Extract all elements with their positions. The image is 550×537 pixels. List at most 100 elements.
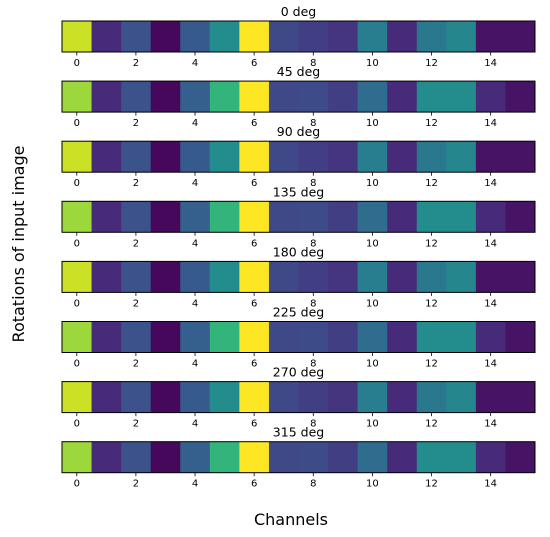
heatmap-cell xyxy=(505,81,536,113)
heatmap-cell xyxy=(180,261,211,293)
heatmap-cell xyxy=(387,81,418,113)
heatmap-cell xyxy=(121,81,152,113)
heatmap-cell xyxy=(446,261,477,293)
heatmap-cell xyxy=(416,441,447,473)
heatmap-cell xyxy=(387,441,418,473)
heatmap-panel: 0 2 4 6 8 10 12 14 270 deg xyxy=(61,365,536,430)
heatmap-panel: 0 2 4 6 8 10 12 14 180 deg xyxy=(61,244,536,309)
heatmap-cell xyxy=(298,321,329,353)
heatmap-cell xyxy=(505,321,536,353)
heatmap-cell xyxy=(180,21,211,52)
heatmap-cell xyxy=(475,441,506,473)
x-tick-label: 8 xyxy=(310,118,316,129)
x-tick-label: 2 xyxy=(133,238,139,249)
heatmap-cell xyxy=(298,261,329,293)
x-tick-label: 2 xyxy=(133,359,139,370)
x-tick-label: 0 xyxy=(74,298,80,309)
x-tick-label: 6 xyxy=(251,298,257,309)
heatmap-cell xyxy=(239,21,270,52)
x-tick-label: 10 xyxy=(366,419,379,430)
heatmap-cell xyxy=(91,321,122,353)
x-tick-label: 2 xyxy=(133,419,139,430)
heatmap-cell xyxy=(209,441,240,473)
heatmap-cell xyxy=(298,81,329,113)
heatmap-cell xyxy=(387,21,418,52)
heatmap-cell xyxy=(357,141,388,173)
heatmap-cell xyxy=(505,441,536,473)
heatmap-cell xyxy=(475,381,506,413)
heatmap-cell xyxy=(91,141,122,173)
x-tick-label: 6 xyxy=(251,419,257,430)
x-tick-label: 10 xyxy=(366,238,379,249)
heatmap-cell xyxy=(180,441,211,473)
x-tick-label: 2 xyxy=(133,479,139,490)
panel-title: 315 deg xyxy=(273,425,324,440)
heatmap-cell xyxy=(387,201,418,233)
heatmap-cell xyxy=(328,381,359,413)
x-tick-label: 0 xyxy=(74,178,80,189)
x-tick-label: 0 xyxy=(74,419,80,430)
x-tick-label: 12 xyxy=(425,298,438,309)
heatmap-cell xyxy=(180,321,211,353)
heatmap-cell xyxy=(150,321,181,353)
x-tick-label: 10 xyxy=(366,178,379,189)
heatmap-cell xyxy=(268,381,299,413)
heatmap-cell xyxy=(150,21,181,52)
panel-frame xyxy=(61,260,536,293)
heatmap-cell xyxy=(150,141,181,173)
heatmap-cell xyxy=(387,261,418,293)
heatmap-cell xyxy=(475,321,506,353)
x-tick-label: 12 xyxy=(425,238,438,249)
heatmap-panel: 0 2 4 6 8 10 12 14 0 deg xyxy=(61,4,536,69)
x-tick-label: 4 xyxy=(192,479,198,490)
panel-title: 225 deg xyxy=(273,305,324,320)
heatmap-cell xyxy=(209,21,240,52)
heatmap-cell xyxy=(446,81,477,113)
heatmap-cell xyxy=(505,201,536,233)
heatmap-cell xyxy=(505,381,536,413)
x-tick-label: 6 xyxy=(251,178,257,189)
x-tick-label: 0 xyxy=(74,238,80,249)
heatmap-cell xyxy=(475,201,506,233)
x-tick-label: 8 xyxy=(310,479,316,490)
heatmap-cell xyxy=(298,441,329,473)
x-tick-label: 8 xyxy=(310,178,316,189)
heatmap-cell xyxy=(505,141,536,173)
heatmap-cell xyxy=(121,201,152,233)
heatmap-cell xyxy=(357,381,388,413)
x-tick-label: 10 xyxy=(366,298,379,309)
heatmap-cell xyxy=(416,21,447,52)
x-tick-label: 10 xyxy=(366,359,379,370)
x-tick-label: 14 xyxy=(484,58,497,69)
panel-frame xyxy=(61,381,536,414)
heatmap-cell xyxy=(475,261,506,293)
x-tick-label: 14 xyxy=(484,298,497,309)
x-tick-label: 10 xyxy=(366,118,379,129)
heatmap-panel: 0 2 4 6 8 10 12 14 90 deg xyxy=(61,124,536,189)
heatmap-cell xyxy=(239,261,270,293)
heatmap-cell xyxy=(475,141,506,173)
heatmap-cell xyxy=(357,21,388,52)
heatmap-cell xyxy=(150,381,181,413)
x-tick-label: 14 xyxy=(484,178,497,189)
heatmap-cell xyxy=(357,321,388,353)
x-tick-label: 2 xyxy=(133,298,139,309)
x-tick-label: 4 xyxy=(192,298,198,309)
heatmap-cell xyxy=(121,321,152,353)
heatmap-cell xyxy=(62,21,92,52)
heatmap-cell xyxy=(209,261,240,293)
x-tick-label: 12 xyxy=(425,419,438,430)
heatmap-cell xyxy=(62,381,92,413)
heatmap-cell xyxy=(387,321,418,353)
x-tick-label: 2 xyxy=(133,118,139,129)
heatmap-cell xyxy=(150,441,181,473)
panel-title: 90 deg xyxy=(277,124,320,139)
x-tick-label: 0 xyxy=(74,479,80,490)
heatmap-cell xyxy=(505,261,536,293)
heatmap-cell xyxy=(268,21,299,52)
panel-frame xyxy=(61,321,536,353)
heatmap-cell xyxy=(239,81,270,113)
heatmap-panels: 0 2 4 6 8 10 12 14 0 deg 0 2 4 6 8 10 12 14 45 deg 0 2 4 6 8 10… xyxy=(61,4,536,490)
heatmap-cell xyxy=(121,441,152,473)
